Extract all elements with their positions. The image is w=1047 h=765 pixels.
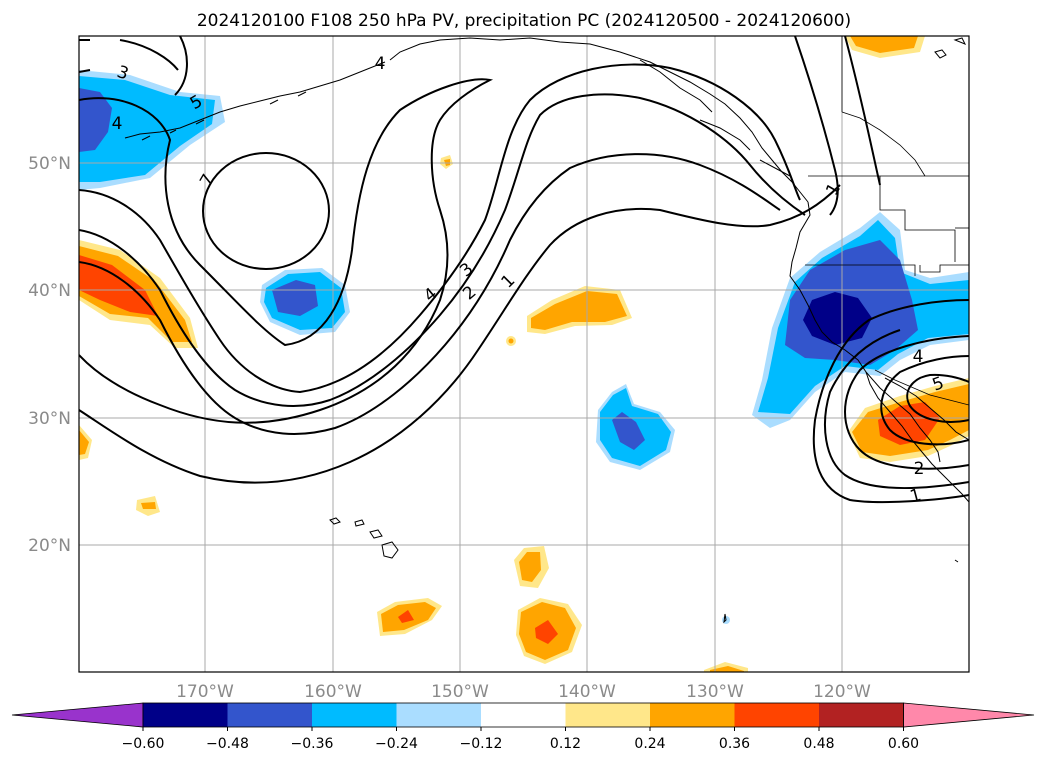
colorbar-tick-label: −0.24 — [375, 736, 418, 752]
lon-label: 120°W — [813, 682, 871, 702]
colorbar-tick-label: −0.48 — [206, 736, 249, 752]
lat-label: 50°N — [28, 154, 71, 174]
latitude-labels: 50°N 40°N 30°N 20°N — [28, 154, 71, 556]
precip-shading — [79, 36, 969, 672]
colorbar-segment — [650, 703, 735, 727]
lat-label: 20°N — [28, 536, 71, 556]
lat-label: 30°N — [28, 409, 71, 429]
colorbar-extend-min — [11, 702, 144, 728]
colorbar-tick-label: −0.36 — [291, 736, 334, 752]
colorbar-tick-label: 0.60 — [888, 736, 919, 752]
colorbar-segment — [734, 703, 820, 727]
map-frame — [78, 35, 970, 673]
longitude-labels: 170°W 160°W 150°W 140°W 130°W 120°W — [176, 682, 871, 702]
lon-label: 130°W — [686, 682, 744, 702]
colorbar-tick-label: 0.12 — [550, 736, 581, 752]
colorbar-segment — [227, 703, 313, 727]
lon-label: 170°W — [176, 682, 234, 702]
borders — [805, 36, 969, 406]
contour-label: 4 — [112, 114, 123, 134]
colorbar-segment — [819, 703, 904, 727]
lon-label: 150°W — [431, 682, 489, 702]
coastlines — [124, 37, 969, 624]
contour-label: 1 — [908, 485, 924, 507]
contour-label: 4 — [913, 347, 924, 367]
colorbar-segment — [565, 703, 651, 727]
lon-label: 140°W — [558, 682, 616, 702]
contour-label: 2 — [914, 459, 925, 479]
colorbar-frame — [142, 702, 904, 728]
lat-label: 40°N — [28, 281, 71, 301]
lon-label: 160°W — [304, 682, 362, 702]
colorbar-extend-max — [903, 702, 1035, 728]
colorbar-segment — [481, 703, 566, 727]
colorbar: −0.60 −0.48 −0.36 −0.24 −0.12 0.12 0.24 0.36 0.4… — [11, 702, 1035, 752]
pv-contours — [79, 36, 969, 504]
colorbar-tick-label: 0.24 — [634, 736, 665, 752]
colorbar-tick-label: 0.48 — [803, 736, 834, 752]
colorbar-segment — [143, 703, 228, 727]
colorbar-segment — [312, 703, 397, 727]
colorbar-segment — [396, 703, 482, 727]
figure-title: 2024120100 F108 250 hPa PV, precipitatio… — [197, 11, 851, 31]
gridlines — [79, 36, 969, 672]
colorbar-tick-label: −0.60 — [122, 736, 165, 752]
contour-label: 4 — [375, 54, 386, 74]
colorbar-tick-label: −0.12 — [460, 736, 503, 752]
colorbar-tick-label: 0.36 — [719, 736, 750, 752]
